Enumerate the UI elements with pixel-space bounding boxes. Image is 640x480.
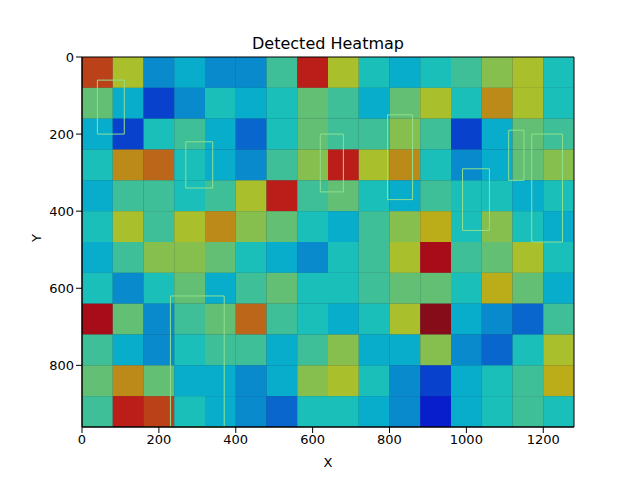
html-text:Detected Heatmap: Detected Heatmap — [252, 34, 404, 53]
svg-text:600: 600 — [49, 281, 74, 296]
svg-text:Y: Y — [29, 234, 44, 243]
svg-text:200: 200 — [146, 432, 171, 447]
svg-text:200: 200 — [49, 127, 74, 142]
svg-text:0: 0 — [78, 432, 86, 447]
svg-text:1200: 1200 — [527, 432, 560, 447]
svg-text:1000: 1000 — [450, 432, 483, 447]
svg-text:800: 800 — [49, 358, 74, 373]
svg-text:400: 400 — [223, 432, 248, 447]
svg-text:800: 800 — [377, 432, 402, 447]
svg-text:X: X — [324, 455, 333, 470]
svg-text:600: 600 — [300, 432, 325, 447]
svg-text:0: 0 — [66, 50, 74, 65]
svg-text:400: 400 — [49, 204, 74, 219]
